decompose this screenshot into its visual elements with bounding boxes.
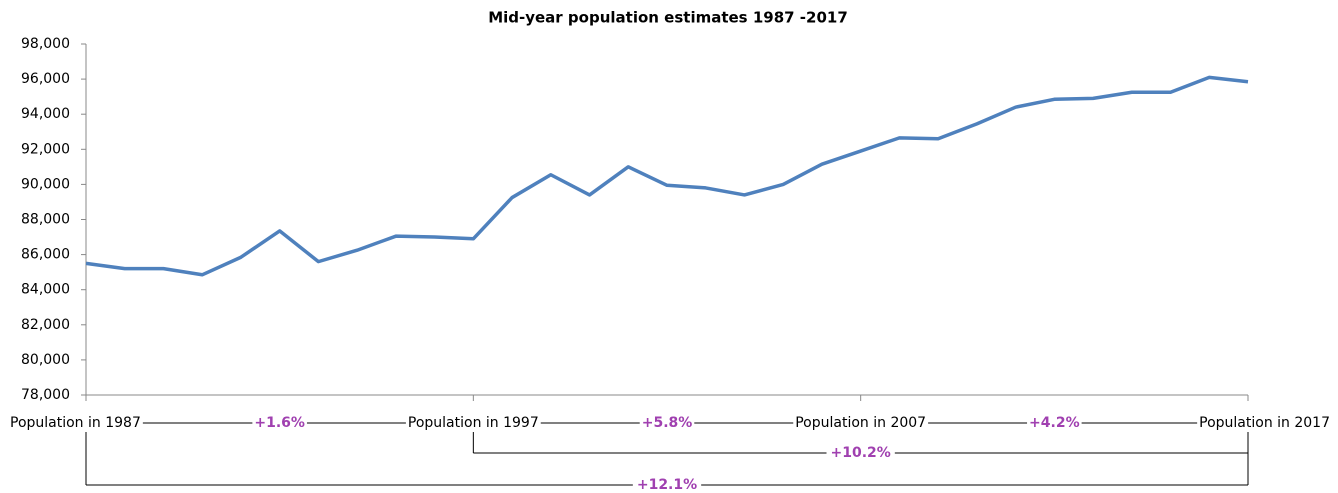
chart-title: Mid-year population estimates 1987 -2017 xyxy=(488,9,848,27)
y-tick-label: 86,000 xyxy=(21,247,70,263)
change-label: +4.2% xyxy=(1029,415,1080,431)
y-tick-label: 78,000 xyxy=(21,387,70,403)
y-tick-label: 84,000 xyxy=(21,282,70,298)
y-tick-label: 90,000 xyxy=(21,176,70,192)
line-series xyxy=(85,75,1249,277)
x-tick-label: Population in 2017 xyxy=(1199,415,1330,431)
x-tick-label: Population in 1997 xyxy=(408,415,539,431)
change-label: +1.6% xyxy=(254,415,305,431)
y-tick-label: 98,000 xyxy=(21,36,70,52)
y-tick-label: 94,000 xyxy=(21,106,70,122)
x-tick-label: Population in 2007 xyxy=(795,415,926,431)
x-tick-label: Population in 1987 xyxy=(10,415,141,431)
y-tick-label: 92,000 xyxy=(21,141,70,157)
change-label: +10.2% xyxy=(831,445,891,461)
y-tick-label: 88,000 xyxy=(21,212,70,228)
change-label: +5.8% xyxy=(642,415,693,431)
y-tick-label: 82,000 xyxy=(21,317,70,333)
change-label: +12.1% xyxy=(637,477,697,493)
y-tick-label: 80,000 xyxy=(21,352,70,368)
y-tick-label: 96,000 xyxy=(21,71,70,87)
